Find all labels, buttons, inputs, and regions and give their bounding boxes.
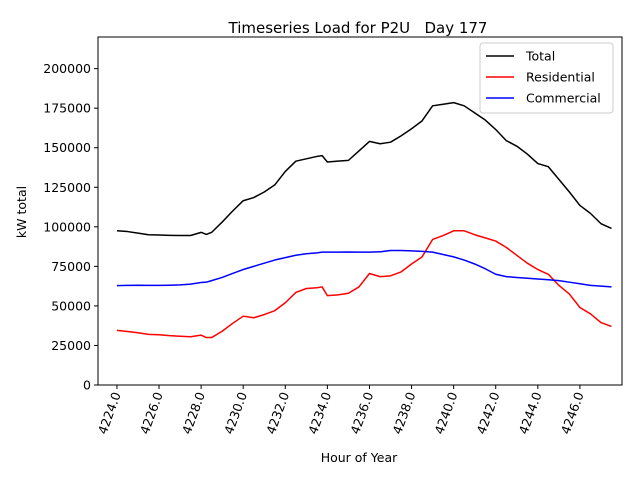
y-tick-label: 75000	[51, 259, 91, 274]
legend-label-commercial: Commercial	[526, 91, 601, 106]
series-line-residential	[116, 230, 612, 339]
y-tick-label: 150000	[43, 140, 91, 155]
y-tick-label: 25000	[51, 338, 91, 353]
legend-items: Total Residential Commercial	[486, 49, 601, 106]
y-tick-label: 175000	[43, 101, 91, 116]
legend: Total Residential Commercial	[479, 42, 614, 114]
y-tick-label: 100000	[43, 219, 91, 234]
y-axis: 0 25000 50000 75000 100000 125000 150000 175000…	[43, 61, 98, 393]
legend-frame	[479, 42, 614, 114]
plot-frame	[97, 36, 623, 386]
y-tick-label: 200000	[43, 61, 91, 76]
chart-title: Timeseries Load for P2U Day 177	[228, 19, 488, 37]
series-line-total	[116, 101, 612, 237]
y-axis-title: kW total	[14, 186, 29, 238]
y-tick-label: 0	[83, 378, 91, 393]
y-tick-label: 50000	[51, 298, 91, 313]
y-tick-label: 125000	[43, 180, 91, 195]
x-axis-title: Hour of Year	[321, 450, 398, 465]
legend-label-total: Total	[525, 49, 555, 64]
legend-label-residential: Residential	[526, 70, 595, 85]
series-line-commercial	[116, 249, 612, 288]
series-layer	[116, 101, 612, 339]
